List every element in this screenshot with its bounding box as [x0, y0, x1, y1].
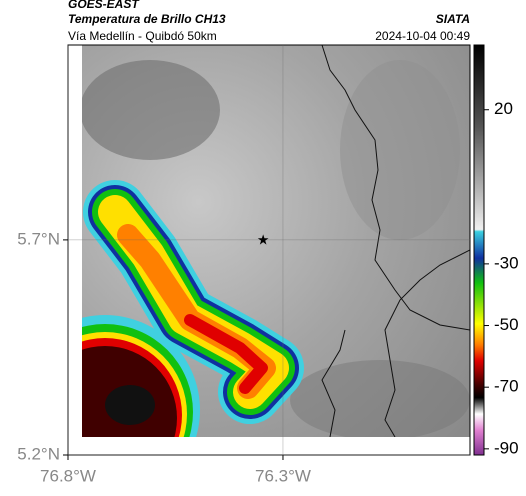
y-tick-label: 5.2°N: [17, 444, 60, 463]
timestamp: 2024-10-04 00:49: [375, 29, 470, 43]
y-tick-label: 5.7°N: [17, 229, 60, 248]
satellite: GOES-EAST: [68, 0, 140, 11]
x-tick-label: 76.8°W: [40, 466, 96, 485]
colorbar-tick-label: -30: [494, 253, 519, 272]
colorbar-tick-label: -50: [494, 315, 519, 334]
region: Vía Medellín - Quibdó 50km: [68, 29, 217, 43]
source: SIATA: [436, 12, 470, 26]
imagery: [82, 45, 470, 437]
colorbar-tick-label: 20: [494, 99, 513, 118]
product: Temperatura de Brillo CH13: [68, 12, 226, 26]
colorbar: [473, 44, 485, 456]
colorbar-tick-label: -70: [494, 377, 519, 396]
location-marker: ★: [257, 232, 270, 248]
x-tick-label: 76.3°W: [255, 466, 311, 485]
colorbar-tick-label: -90: [494, 438, 519, 457]
